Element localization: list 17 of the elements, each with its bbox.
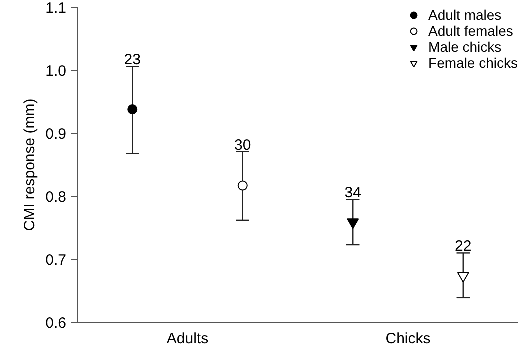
annotation: 23 (124, 52, 141, 69)
x-tick-label: Adults (166, 330, 209, 348)
x-tick-label: Chicks (386, 330, 431, 348)
legend-label: Adult males (428, 7, 502, 23)
y-tick-label: 1.0 (46, 63, 67, 80)
y-axis-title: CMI response (mm) (22, 98, 39, 232)
y-tick-label: 0.6 (46, 315, 67, 332)
annotation: 34 (344, 184, 362, 202)
y-tick-label: 0.9 (46, 126, 67, 143)
annotation: 22 (455, 238, 472, 256)
legend-label: Adult females (428, 23, 514, 39)
y-tick-label: 0.8 (46, 189, 67, 206)
annotation: 30 (234, 136, 252, 154)
legend-label: Female chicks (428, 55, 518, 71)
y-tick-label: 1.1 (46, 0, 67, 17)
legend-label: Male chicks (428, 39, 502, 55)
y-tick-label: 0.7 (46, 252, 67, 269)
